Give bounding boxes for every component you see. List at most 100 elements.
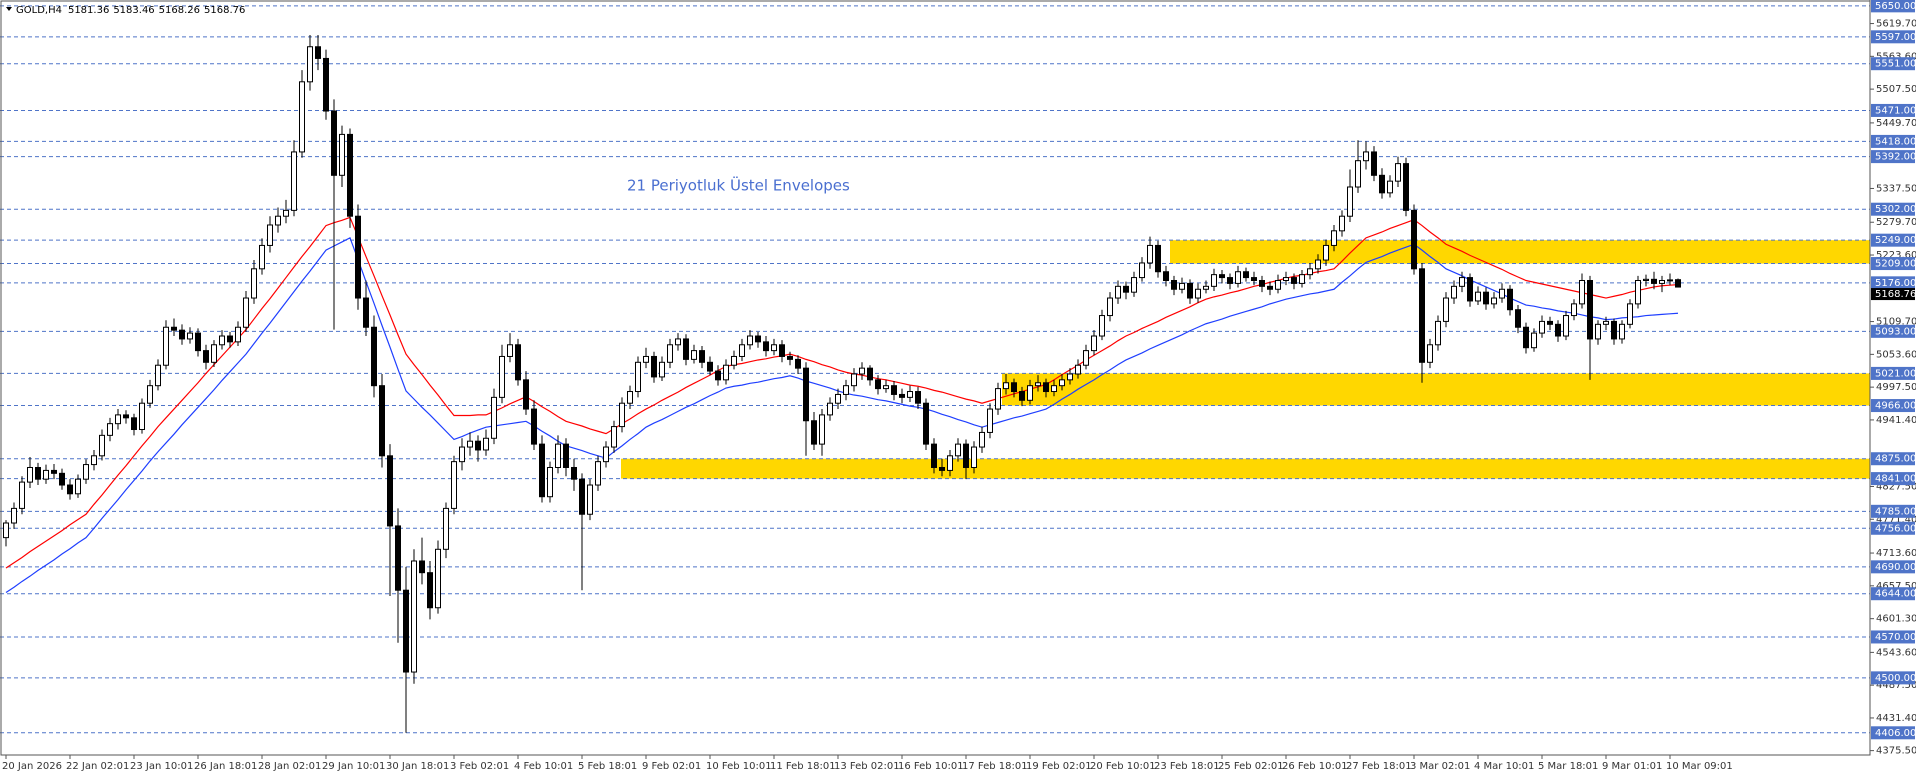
level-label: 4500.00 [1875, 673, 1916, 684]
candle-body [379, 385, 385, 457]
candle-body [451, 461, 457, 509]
candle-body [59, 472, 65, 486]
level-label-box [1871, 57, 1915, 71]
y-tick-label: 5053.60 [1876, 349, 1916, 360]
candle-body [883, 385, 889, 390]
candle-body [267, 224, 273, 246]
candle-body [867, 367, 873, 381]
candle-body [187, 332, 193, 340]
candle-body [323, 57, 329, 112]
candle-body [491, 396, 497, 439]
candle-body [1307, 268, 1313, 276]
level-label-box [1871, 521, 1915, 535]
level-label: 5471.00 [1875, 105, 1916, 116]
candle-body [1667, 279, 1673, 282]
candle-body [275, 215, 281, 226]
candle-body [1371, 151, 1377, 176]
candle-body [91, 455, 97, 466]
x-tick-label: 30 Jan 18:01 [386, 761, 449, 772]
y-tick-label: 4543.60 [1876, 647, 1916, 658]
candle-body [763, 341, 769, 352]
level-label-box [1871, 560, 1915, 574]
candle-body [683, 338, 689, 360]
level-label-box [1871, 671, 1915, 685]
candle-body [1283, 277, 1289, 281]
candle-body [1027, 385, 1033, 401]
candle-body [995, 388, 1001, 410]
symbol: GOLD,H4 [16, 5, 62, 16]
annotation: 21 Periyotluk Üstel Envelopes [627, 176, 850, 195]
candle-body [1299, 274, 1305, 284]
candle-body [1259, 279, 1265, 287]
candle-body [483, 437, 489, 451]
candle-body [139, 402, 145, 431]
x-tick-label: 23 Jan 10:01 [130, 761, 193, 772]
candle-body [731, 355, 737, 366]
candle-body [1107, 297, 1113, 317]
level-label: 4570.00 [1875, 632, 1916, 643]
candle-body [75, 478, 81, 495]
candle-body [403, 589, 409, 673]
x-tick-label: 26 Jan 18:01 [194, 761, 257, 772]
candle-body [963, 443, 969, 468]
level-label-box [1871, 726, 1915, 740]
candle-body [891, 385, 897, 395]
chart-header: GOLD,H4 5181.36 5183.46 5168.26 5168.76 [16, 5, 245, 16]
candle-body [1059, 379, 1065, 387]
candle-body [1275, 279, 1281, 290]
y-tick-label: 5563.60 [1876, 51, 1916, 62]
y-tick-label: 4827.50 [1876, 481, 1916, 492]
plot-frame [0, 0, 1871, 756]
candle-body [507, 344, 513, 357]
candle-body [579, 478, 585, 515]
candle-body [1083, 350, 1089, 366]
x-tick-label: 25 Feb 02:01 [1218, 761, 1284, 772]
candle-body [467, 440, 473, 448]
x-tick-label: 19 Feb 02:01 [1026, 761, 1092, 772]
candle-body [163, 326, 169, 366]
candle-body [715, 370, 721, 381]
candle-body [1555, 323, 1561, 337]
candle-body [1291, 277, 1297, 284]
candle-body [1323, 244, 1329, 261]
candle-body [1355, 160, 1361, 188]
candle-body [283, 209, 289, 217]
level-label: 5021.00 [1875, 368, 1916, 379]
candle-body [843, 385, 849, 395]
y-tick-label: 4601.30 [1876, 614, 1916, 625]
candle-body [1075, 364, 1081, 375]
candle-body [1203, 285, 1209, 290]
high-price: 5183.46 [113, 5, 154, 16]
candle-body [1131, 277, 1137, 293]
candle-body [979, 431, 985, 448]
candle-body [1091, 335, 1097, 352]
candle-body [947, 455, 953, 471]
candle-body [1435, 320, 1441, 346]
candle-body [1491, 297, 1497, 305]
candle-body [123, 414, 129, 419]
candle-body [1387, 180, 1393, 194]
candle-body [1587, 279, 1593, 340]
x-tick-label: 5 Feb 18:01 [578, 761, 637, 772]
price-axis-bg [1870, 0, 1916, 775]
candle-body [1659, 279, 1665, 284]
candle-body [179, 329, 185, 340]
candle-body [619, 402, 625, 428]
y-tick-label: 4771.40 [1876, 514, 1916, 525]
level-label: 4966.00 [1875, 401, 1916, 412]
candle-body [1579, 279, 1585, 305]
candle-body [363, 297, 369, 328]
y-tick-label: 4941.40 [1876, 415, 1916, 426]
y-tick-label: 4657.50 [1876, 581, 1916, 592]
x-tick-label: 3 Mar 02:01 [1410, 761, 1470, 772]
level-label: 5176.00 [1875, 278, 1916, 289]
candle-body [1651, 278, 1657, 284]
candle-body [1443, 297, 1449, 322]
x-tick-label: 10 Mar 09:01 [1666, 761, 1733, 772]
candle-body [195, 332, 201, 352]
candle-body [259, 244, 265, 270]
candle-body [1675, 279, 1681, 288]
candle-body [659, 361, 665, 378]
candle-body [1571, 303, 1577, 317]
candle-body [899, 393, 905, 398]
